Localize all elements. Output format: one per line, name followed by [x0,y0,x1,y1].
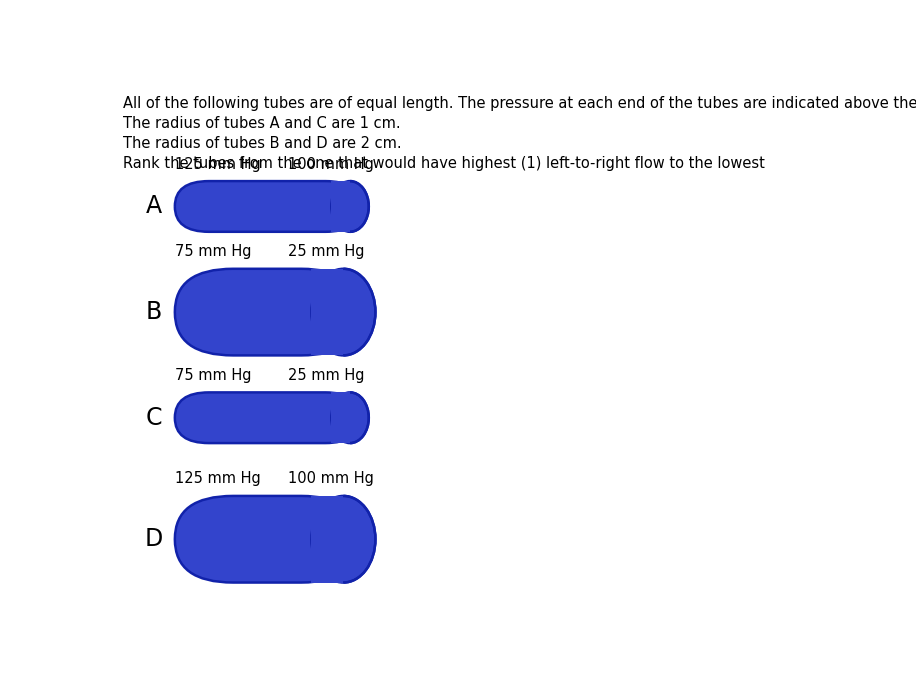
Bar [311,496,344,582]
Text: C: C [146,405,162,429]
Text: The radius of tubes B and D are 2 cm.: The radius of tubes B and D are 2 cm. [123,136,401,151]
Ellipse shape [311,496,376,582]
Text: A: A [146,194,161,218]
Text: Rank the tubes from the one that would have highest (1) left-to-right flow to th: Rank the tubes from the one that would h… [123,156,765,171]
FancyBboxPatch shape [175,392,359,443]
Bar [332,392,350,443]
Text: 125 mm Hg: 125 mm Hg [175,156,260,172]
Text: 25 mm Hg: 25 mm Hg [289,244,365,259]
Text: 100 mm Hg: 100 mm Hg [289,471,375,486]
Ellipse shape [332,392,369,443]
Text: 75 mm Hg: 75 mm Hg [175,244,251,259]
Text: All of the following tubes are of equal length. The pressure at each end of the : All of the following tubes are of equal … [123,95,916,110]
Bar [332,181,350,232]
Text: 100 mm Hg: 100 mm Hg [289,156,375,172]
Text: B: B [146,300,161,324]
Text: 125 mm Hg: 125 mm Hg [175,471,260,486]
Text: 75 mm Hg: 75 mm Hg [175,368,251,383]
Text: D: D [145,528,163,552]
Bar [311,269,344,355]
FancyBboxPatch shape [175,181,359,232]
FancyBboxPatch shape [175,496,359,582]
Text: The radius of tubes A and C are 1 cm.: The radius of tubes A and C are 1 cm. [123,116,400,130]
FancyBboxPatch shape [175,269,359,355]
Ellipse shape [311,269,376,355]
Text: 25 mm Hg: 25 mm Hg [289,368,365,383]
Ellipse shape [332,181,369,232]
